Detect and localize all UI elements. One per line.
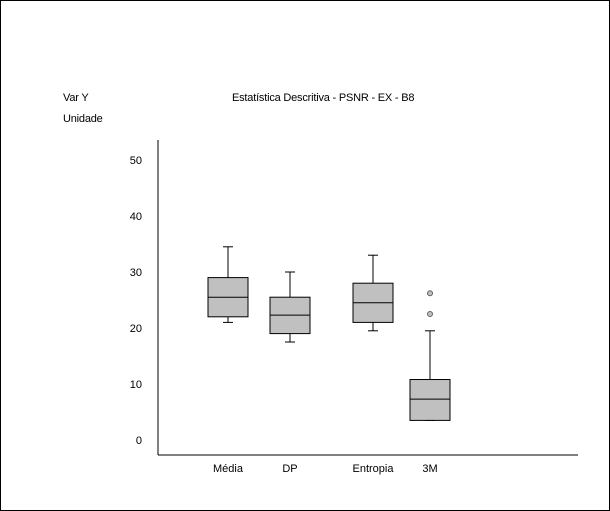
x-category-label: Entropia — [353, 463, 395, 475]
y-tick-label: 30 — [130, 267, 142, 279]
box-iqr — [409, 379, 451, 421]
x-category-label: 3M — [422, 463, 437, 475]
x-category-label: Média — [213, 463, 244, 475]
y-axis-label: Var Y — [63, 92, 89, 104]
outlier-point — [427, 311, 433, 317]
y-tick-label: 10 — [130, 379, 142, 391]
y-tick-label: 20 — [130, 323, 142, 335]
outlier-point — [427, 290, 433, 297]
y-tick-label: 0 — [136, 435, 142, 447]
y-tick-label: 40 — [130, 211, 142, 223]
y-axis-unit: Unidade — [63, 113, 103, 125]
chart-title: Estatística Descritiva - PSNR - EX - B8 — [232, 92, 415, 104]
y-tick-label: 50 — [130, 155, 142, 167]
x-category-label: DP — [282, 463, 297, 475]
